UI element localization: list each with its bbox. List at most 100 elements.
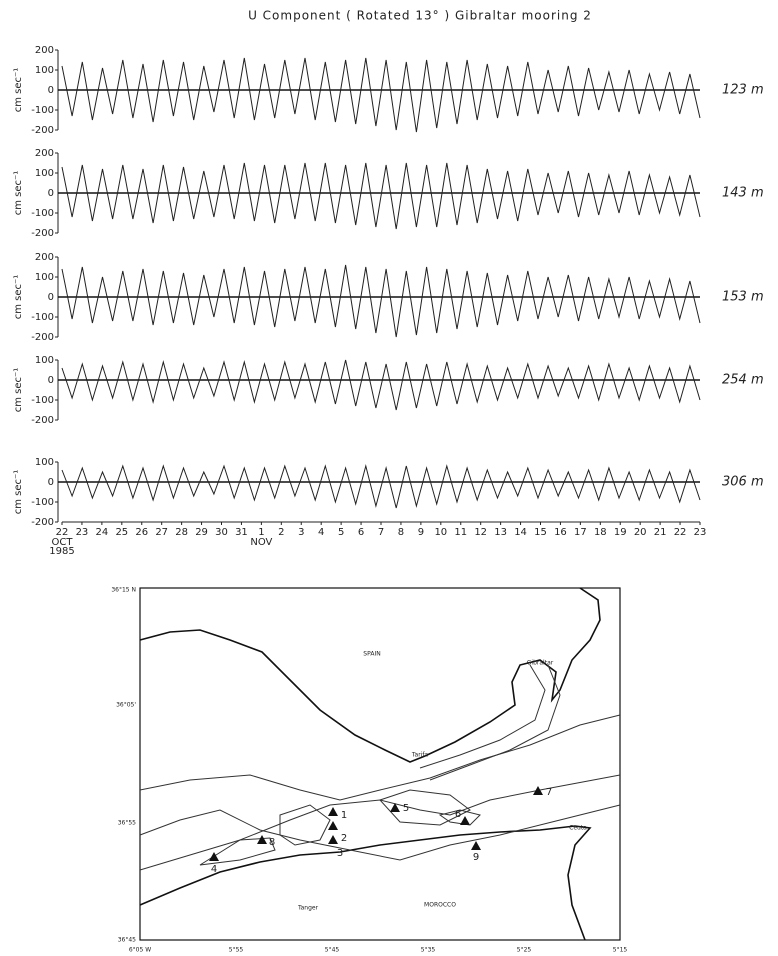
- station-label: 9: [473, 852, 479, 863]
- data-line: [61, 359, 701, 411]
- y-tick-label: -100: [31, 497, 54, 508]
- lat-label: 36°15 N: [111, 587, 136, 594]
- contour: [438, 809, 481, 826]
- x-tick-label: 13: [494, 527, 507, 538]
- place-label: Tanger: [297, 905, 319, 912]
- y-tick-label: -200: [31, 228, 54, 239]
- y-tick-label: 0: [48, 477, 54, 488]
- place-label: Tarifa: [411, 752, 429, 759]
- x-tick-label: 5: [338, 527, 344, 538]
- spain-coast: [139, 587, 601, 763]
- contour: [419, 664, 561, 781]
- y-tick-label: 200: [35, 45, 54, 56]
- x-tick-label: 18: [594, 527, 607, 538]
- y-tick-label: 200: [35, 148, 54, 159]
- y-tick-label: 100: [35, 168, 54, 179]
- y-axis-label: cm sec⁻¹: [13, 171, 24, 216]
- x-tick-label: 24: [96, 527, 109, 538]
- y-tick-label: -200: [31, 125, 54, 136]
- x-tick-label: 16: [554, 527, 567, 538]
- data-line: [61, 57, 701, 133]
- y-tick-label: 100: [35, 457, 54, 468]
- data-line: [61, 264, 701, 338]
- y-tick-label: -200: [31, 517, 54, 528]
- x-tick-label: 23: [694, 527, 707, 538]
- station-marker: [257, 835, 267, 844]
- y-tick-label: 0: [48, 292, 54, 303]
- contour: [379, 789, 471, 826]
- x-tick-label: 8: [398, 527, 404, 538]
- y-tick-label: -100: [31, 312, 54, 323]
- y-tick-label: -100: [31, 208, 54, 219]
- station-marker: [209, 852, 219, 861]
- depth-label: 143 m: [722, 186, 764, 201]
- map: SPAIN MOROCCO Gibraltar Tarifa Tanger Ceuta 1 2…: [111, 587, 627, 954]
- station-label: 8: [269, 837, 275, 848]
- data-line: [61, 464, 701, 509]
- x-tick-label: 15: [534, 527, 547, 538]
- x-tick-label: 7: [378, 527, 384, 538]
- lat-label: 36°45: [118, 937, 136, 944]
- y-tick-label: 100: [35, 65, 54, 76]
- country-label: MOROCCO: [424, 902, 456, 909]
- country-label: SPAIN: [363, 651, 380, 658]
- map-frame: [139, 587, 621, 941]
- y-axis-label: cm sec⁻¹: [13, 68, 24, 113]
- contour: [199, 837, 276, 866]
- y-tick-label: 100: [35, 272, 54, 283]
- station-label: 3: [337, 848, 343, 859]
- lat-label: 36°05': [116, 702, 136, 709]
- chart-title: U Component ( Rotated 13° ) Gibraltar mo…: [248, 9, 592, 23]
- x-tick-label: 12: [474, 527, 487, 538]
- depth-label: 123 m: [722, 83, 764, 98]
- station-marker: [328, 821, 338, 830]
- station-marker: [460, 816, 470, 825]
- x-tick-label: 23: [76, 527, 89, 538]
- station-marker: [328, 835, 338, 844]
- x-tick-label: 26: [135, 527, 148, 538]
- year-label: 1985: [49, 546, 74, 557]
- station-label: 7: [546, 787, 552, 798]
- x-tick-label: 1: [258, 527, 264, 538]
- x-tick-label: 19: [614, 527, 627, 538]
- data-line: [61, 162, 701, 230]
- x-tick-label: 11: [454, 527, 467, 538]
- contour: [139, 714, 621, 801]
- x-tick-label: 21: [654, 527, 667, 538]
- y-tick-label: 0: [48, 375, 54, 386]
- station-label: 1: [341, 810, 347, 821]
- place-label: Gibraltar: [527, 660, 554, 667]
- x-tick-label: 27: [155, 527, 168, 538]
- contour: [279, 804, 331, 846]
- station-label: 4: [211, 864, 217, 875]
- depth-label: 153 m: [722, 290, 764, 305]
- contour: [139, 804, 621, 861]
- y-axis-label: cm sec⁻¹: [13, 470, 24, 515]
- y-tick-label: 0: [48, 85, 54, 96]
- month-label: OCT: [52, 537, 74, 548]
- x-tick-label: 22: [674, 527, 687, 538]
- depth-label: 254 m: [722, 373, 764, 388]
- x-tick-label: 9: [418, 527, 424, 538]
- x-tick-label: 20: [634, 527, 647, 538]
- x-tick-label: 28: [175, 527, 188, 538]
- y-tick-label: -100: [31, 105, 54, 116]
- station-label: 2: [341, 833, 347, 844]
- y-tick-label: 100: [35, 355, 54, 366]
- x-tick-label: 29: [195, 527, 208, 538]
- morocco-coast: [139, 825, 592, 941]
- lon-label: 6°05 W: [129, 947, 151, 954]
- x-tick-label: 22: [56, 527, 69, 538]
- y-tick-label: -100: [31, 395, 54, 406]
- x-tick-label: 25: [115, 527, 128, 538]
- y-axis-label: cm sec⁻¹: [13, 368, 24, 413]
- y-tick-label: 0: [48, 188, 54, 199]
- lon-label: 5°25: [517, 947, 532, 954]
- lon-label: 5°15: [613, 947, 628, 954]
- y-axis-label: cm sec⁻¹: [13, 275, 24, 320]
- x-tick-label: 4: [318, 527, 324, 538]
- lat-label: 36°55: [118, 820, 136, 827]
- x-tick-label: 14: [514, 527, 527, 538]
- y-tick-label: -200: [31, 415, 54, 426]
